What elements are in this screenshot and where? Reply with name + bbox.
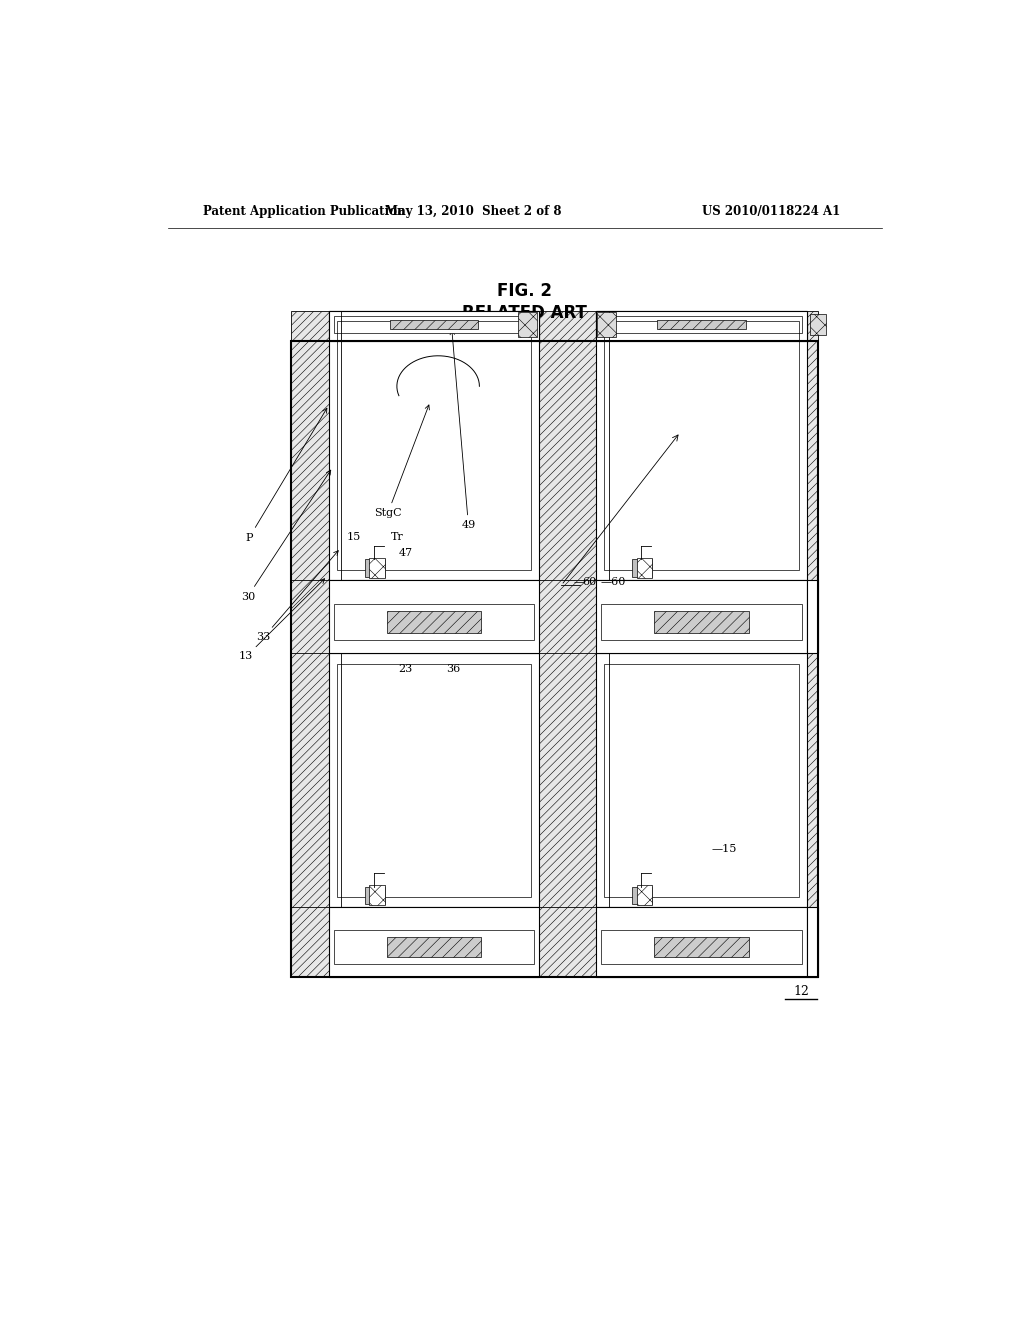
Bar (539, 342, 596, 977)
Bar (334, 317, 535, 333)
Bar (654, 611, 749, 632)
Bar (807, 581, 818, 653)
Bar (329, 581, 539, 653)
Bar (365, 887, 385, 904)
Bar (601, 317, 802, 333)
Bar (596, 653, 807, 907)
Bar (291, 342, 329, 977)
Bar (329, 907, 539, 977)
Text: 36: 36 (445, 664, 460, 673)
Bar (337, 321, 531, 570)
Bar (390, 321, 478, 329)
Text: —: — (574, 577, 585, 587)
Bar (291, 342, 818, 977)
Text: 12: 12 (793, 985, 809, 998)
Text: 49: 49 (451, 330, 475, 531)
Text: 23: 23 (398, 664, 413, 673)
Bar (291, 342, 818, 977)
Text: P: P (246, 408, 327, 543)
Text: StgC: StgC (374, 405, 429, 519)
Bar (329, 312, 539, 342)
Text: 15: 15 (347, 532, 361, 541)
Text: FIG. 2: FIG. 2 (498, 281, 552, 300)
Bar (807, 342, 818, 977)
Bar (601, 929, 802, 964)
Bar (334, 929, 535, 964)
Text: Patent Application Publication: Patent Application Publication (204, 205, 406, 218)
Bar (291, 312, 818, 342)
Bar (596, 581, 807, 653)
Bar (637, 558, 652, 578)
Bar (370, 886, 385, 906)
Bar (604, 664, 799, 898)
Bar (365, 560, 385, 577)
Bar (334, 603, 535, 640)
Bar (596, 312, 807, 342)
Bar (637, 886, 652, 906)
Bar (337, 664, 531, 898)
Text: Tr: Tr (391, 532, 403, 541)
Bar (604, 321, 799, 570)
Text: 33: 33 (257, 550, 338, 642)
Bar (387, 611, 481, 632)
Bar (633, 887, 652, 904)
Bar (654, 936, 749, 957)
Text: —15: —15 (712, 843, 737, 854)
Bar (291, 907, 818, 977)
Text: —60: —60 (601, 577, 627, 587)
Text: 60: 60 (582, 577, 596, 587)
Bar (329, 653, 539, 907)
Text: RELATED ART: RELATED ART (463, 304, 587, 322)
Bar (633, 560, 652, 577)
Bar (597, 313, 616, 337)
Bar (601, 603, 802, 640)
Text: May 13, 2010  Sheet 2 of 8: May 13, 2010 Sheet 2 of 8 (385, 205, 561, 218)
Text: 30: 30 (241, 470, 331, 602)
Bar (596, 907, 807, 977)
Bar (329, 312, 539, 581)
Bar (657, 321, 745, 329)
Bar (370, 558, 385, 578)
Bar (810, 314, 825, 335)
Bar (807, 907, 818, 977)
Bar (596, 312, 807, 581)
Bar (387, 936, 481, 957)
Text: US 2010/0118224 A1: US 2010/0118224 A1 (701, 205, 840, 218)
Text: 47: 47 (399, 548, 413, 558)
Text: 13: 13 (240, 578, 325, 661)
Bar (518, 313, 538, 337)
Bar (291, 581, 818, 653)
